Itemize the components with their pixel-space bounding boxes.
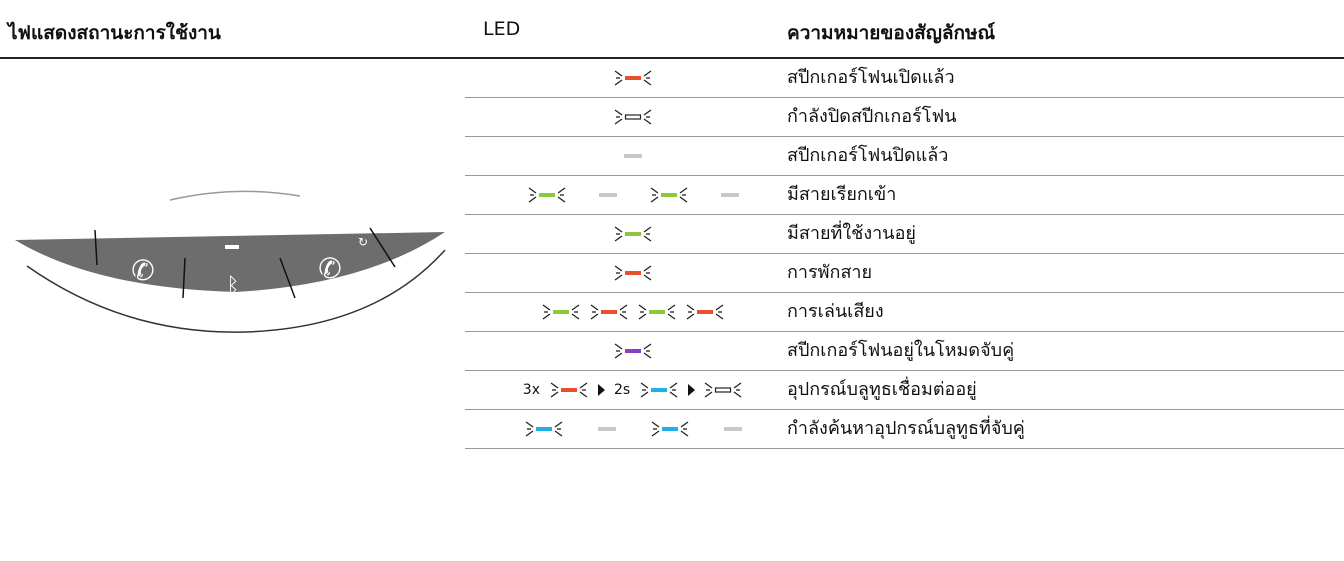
- header-meaning: ความหมายของสัญลักษณ์: [787, 22, 996, 44]
- table-row: กำลังปิดสปีกเกอร์โฟน: [465, 97, 1344, 137]
- meaning: กำลังปิดสปีกเกอร์โฟน: [787, 106, 957, 127]
- table-row: กำลังค้นหาอุปกรณ์บลูทูธที่จับคู่: [465, 409, 1344, 449]
- led-cell: [465, 97, 800, 136]
- led-steady: [597, 426, 616, 431]
- table-row: สปีกเกอร์โฟนเปิดแล้ว: [465, 58, 1344, 98]
- led-blink: [614, 342, 651, 359]
- led-text: 3x: [522, 381, 540, 398]
- table-row: สปีกเกอร์โฟนปิดแล้ว: [465, 136, 1344, 176]
- led-blink: [528, 186, 565, 203]
- led-blink: [590, 303, 627, 320]
- header-led: LED: [483, 18, 521, 40]
- led-cell: [465, 175, 800, 214]
- meaning: มีสายเรียกเข้า: [787, 184, 897, 205]
- led-cell: 3x 2s: [465, 370, 800, 409]
- led-blink: [650, 186, 687, 203]
- led-blink: [651, 420, 688, 437]
- led-blink: [686, 303, 723, 320]
- led-blink: [525, 420, 562, 437]
- led-blink: [614, 108, 651, 125]
- led-text: 2s: [614, 381, 631, 398]
- table-row: การเล่นเสียง: [465, 292, 1344, 332]
- meaning: สปีกเกอร์โฟนปิดแล้ว: [787, 145, 949, 166]
- led-blink: [550, 381, 588, 398]
- svg-text:✆: ✆: [131, 254, 154, 287]
- led-cell: [465, 331, 800, 370]
- meaning: มีสายที่ใช้งานอยู่: [787, 223, 916, 244]
- led-blink: [542, 303, 579, 320]
- header-status: ไฟแสดงสถานะการใช้งาน: [8, 22, 221, 44]
- meaning: การพักสาย: [787, 262, 873, 283]
- meaning: กำลังค้นหาอุปกรณ์บลูทูธที่จับคู่: [787, 418, 1025, 439]
- led-blink: [640, 381, 678, 398]
- table-row: 3x 2s อุปกรณ์บลูทูธเชื่อมต่ออยู่: [465, 370, 1344, 410]
- table-row: มีสายเรียกเข้า: [465, 175, 1344, 215]
- header-rule: [0, 57, 1344, 59]
- svg-text:ᛒ: ᛒ: [226, 274, 239, 299]
- meaning: การเล่นเสียง: [787, 301, 884, 322]
- led-steady: [623, 153, 642, 158]
- arrow: [688, 383, 696, 396]
- table-row: การพักสาย: [465, 253, 1344, 293]
- led-blink: [614, 225, 651, 242]
- led-cell: [465, 58, 800, 97]
- led-steady: [720, 192, 739, 197]
- led-steady: [598, 192, 617, 197]
- meaning: สปีกเกอร์โฟนอยู่ในโหมดจับคู่: [787, 340, 1015, 361]
- svg-text:✆: ✆: [318, 252, 341, 285]
- led-blink: [638, 303, 675, 320]
- table-row: มีสายที่ใช้งานอยู่: [465, 214, 1344, 254]
- led-cell: [465, 409, 800, 448]
- led-cell: [465, 292, 800, 331]
- led-blink: [704, 381, 742, 398]
- led-blink: [614, 264, 651, 281]
- led-blink: [614, 69, 651, 86]
- table-row: สปีกเกอร์โฟนอยู่ในโหมดจับคู่: [465, 331, 1344, 371]
- led-cell: [465, 136, 800, 175]
- meaning: สปีกเกอร์โฟนเปิดแล้ว: [787, 67, 955, 88]
- led-steady: [723, 426, 742, 431]
- device-image: ✆ ᛒ ✆ ↻: [15, 190, 446, 333]
- arrow: [598, 383, 605, 396]
- led-cell: [465, 214, 800, 253]
- svg-text:↻: ↻: [358, 235, 368, 249]
- led-cell: [465, 253, 800, 292]
- meaning: อุปกรณ์บลูทูธเชื่อมต่ออยู่: [787, 379, 977, 400]
